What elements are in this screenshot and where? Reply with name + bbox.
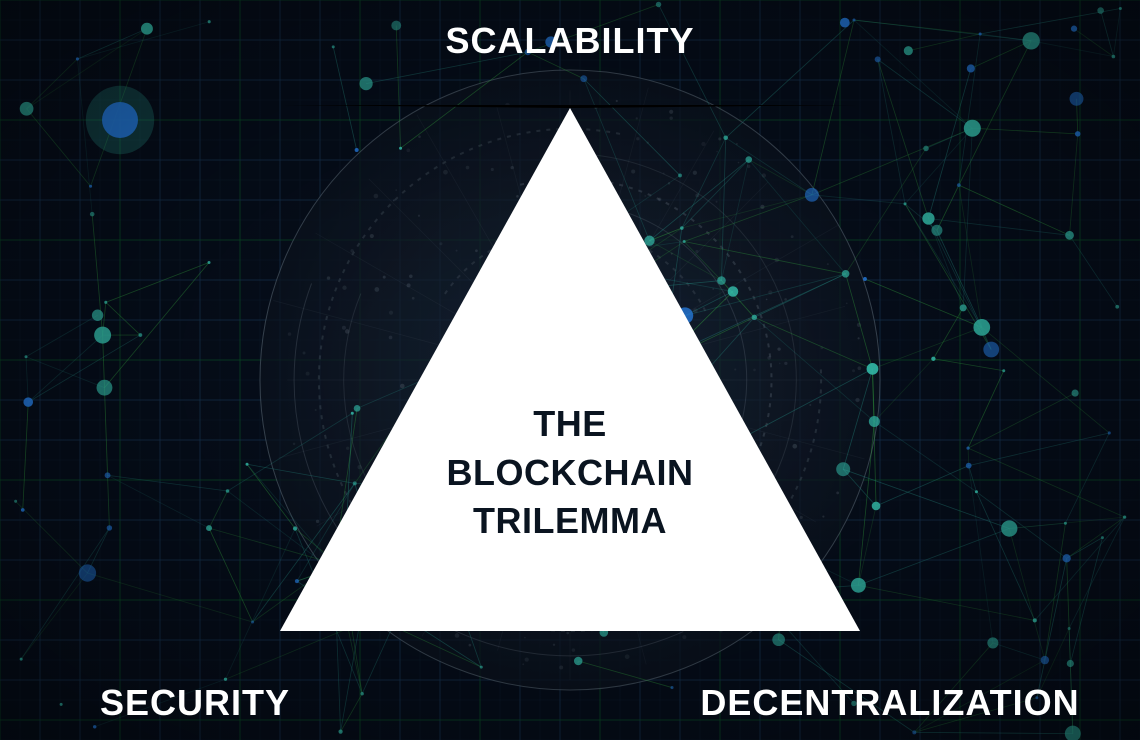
triangle-shape (280, 105, 860, 631)
vertex-label-bottom-left: SECURITY (100, 682, 290, 724)
trilemma-diagram: THE BLOCKCHAIN TRILEMMA SCALABILITY SECU… (0, 0, 1140, 740)
vertex-label-bottom-right: DECENTRALIZATION (700, 682, 1079, 724)
triangle-text-line3: TRILEMMA (447, 497, 694, 546)
vertex-label-top: SCALABILITY (446, 20, 695, 62)
triangle-text-line2: BLOCKCHAIN (447, 449, 694, 498)
trilemma-triangle: THE BLOCKCHAIN TRILEMMA (280, 105, 860, 631)
triangle-center-text: THE BLOCKCHAIN TRILEMMA (447, 400, 694, 546)
triangle-text-line1: THE (447, 400, 694, 449)
